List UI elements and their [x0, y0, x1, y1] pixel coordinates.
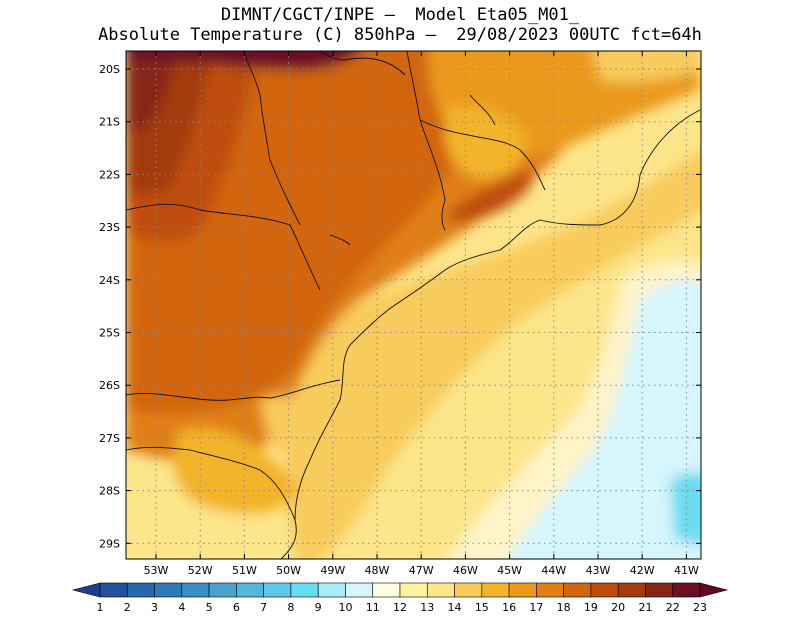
- colorbar-swatch: [126, 582, 155, 598]
- colorbar-swatch: [372, 582, 401, 598]
- lat-label: 26S: [99, 379, 120, 392]
- colorbar-swatch: [317, 582, 346, 598]
- lon-label: 48W: [365, 564, 390, 577]
- lon-label: 51W: [232, 564, 257, 577]
- lat-label: 28S: [99, 485, 120, 498]
- colorbar-label: 10: [338, 601, 352, 614]
- lon-label: 41W: [674, 564, 699, 577]
- colorbar-label: 8: [287, 601, 294, 614]
- colorbar-low-arrow: [71, 582, 101, 598]
- lon-label: 50W: [276, 564, 301, 577]
- colorbar-swatch: [263, 582, 292, 598]
- lat-label: 25S: [99, 327, 120, 340]
- colorbar-swatch: [481, 582, 510, 598]
- colorbar-swatch: [590, 582, 619, 598]
- lat-label: 29S: [99, 537, 120, 550]
- lon-label: 52W: [188, 564, 213, 577]
- colorbar-label: 13: [420, 601, 434, 614]
- colorbar-label: 2: [124, 601, 131, 614]
- colorbar-label: 4: [178, 601, 185, 614]
- lat-label: 21S: [99, 116, 120, 129]
- colorbar-label: 15: [475, 601, 489, 614]
- lon-label: 53W: [144, 564, 169, 577]
- colorbar-label: 21: [638, 601, 652, 614]
- colorbar-swatch: [99, 582, 128, 598]
- colorbar-swatch: [672, 582, 701, 598]
- colorbar-label: 3: [151, 601, 158, 614]
- colorbar-label: 17: [529, 601, 543, 614]
- lat-label: 22S: [99, 168, 120, 181]
- colorbar-label: 7: [260, 601, 267, 614]
- longitude-labels: 53W 52W 51W 50W 49W 48W 47W 46W 45W 44W 43W 42W 41W: [144, 51, 699, 577]
- colorbar-label: 11: [366, 601, 380, 614]
- colorbar-swatch: [290, 582, 319, 598]
- colorbar-label: 9: [315, 601, 322, 614]
- colorbar-swatch: [345, 582, 374, 598]
- colorbar-label: 19: [584, 601, 598, 614]
- colorbar-label: 14: [448, 601, 462, 614]
- colorbar-swatch: [645, 582, 674, 598]
- colorbar-swatch: [508, 582, 537, 598]
- colorbar-swatch: [181, 582, 210, 598]
- colorbar-label: 23: [693, 601, 707, 614]
- colorbar-swatch: [399, 582, 428, 598]
- colorbar-swatch: [454, 582, 483, 598]
- colorbar-swatch: [617, 582, 646, 598]
- colorbar-high-arrow: [699, 582, 729, 598]
- colorbar-label: 12: [393, 601, 407, 614]
- colorbar-swatch: [154, 582, 183, 598]
- colorbar-label: 16: [502, 601, 516, 614]
- colorbar-label: 22: [666, 601, 680, 614]
- coastlines-and-borders: [126, 51, 701, 559]
- lon-label: 43W: [586, 564, 611, 577]
- lat-label: 24S: [99, 274, 120, 287]
- lon-label: 46W: [453, 564, 478, 577]
- colorbar-swatch: [536, 582, 564, 598]
- graticule: [126, 51, 701, 559]
- latitude-labels: 20S 21S 22S 23S 24S 25S 26S 27S 28S 29S: [99, 63, 701, 550]
- colorbar-label: 5: [206, 601, 213, 614]
- colorbar: 1 2 3 4 5 6 7 8 9 10 11 12 13 14 15 16 17 18 19 20 21 22 23: [71, 582, 729, 614]
- colorbar-label: 6: [233, 601, 240, 614]
- colorbar-label: 18: [557, 601, 571, 614]
- colorbar-swatch: [563, 582, 592, 598]
- lat-label: 20S: [99, 63, 120, 76]
- map-title-line1: DIMNT/CGCT/INPE – Model Eta05_M01_: [220, 5, 580, 25]
- lon-label: 45W: [497, 564, 522, 577]
- lon-label: 49W: [320, 564, 345, 577]
- colorbar-swatch: [426, 582, 455, 598]
- colorbar-label: 1: [97, 601, 104, 614]
- lat-label: 27S: [99, 432, 120, 445]
- lon-label: 42W: [630, 564, 655, 577]
- lon-label: 47W: [409, 564, 434, 577]
- lat-label: 23S: [99, 221, 120, 234]
- colorbar-swatch: [236, 582, 264, 598]
- lon-label: 44W: [541, 564, 566, 577]
- colorbar-swatch: [208, 582, 237, 598]
- plot-frame: [125, 50, 702, 560]
- map-title-line2: Absolute Temperature (C) 850hPa – 29/08/…: [98, 25, 702, 45]
- colorbar-label: 20: [611, 601, 625, 614]
